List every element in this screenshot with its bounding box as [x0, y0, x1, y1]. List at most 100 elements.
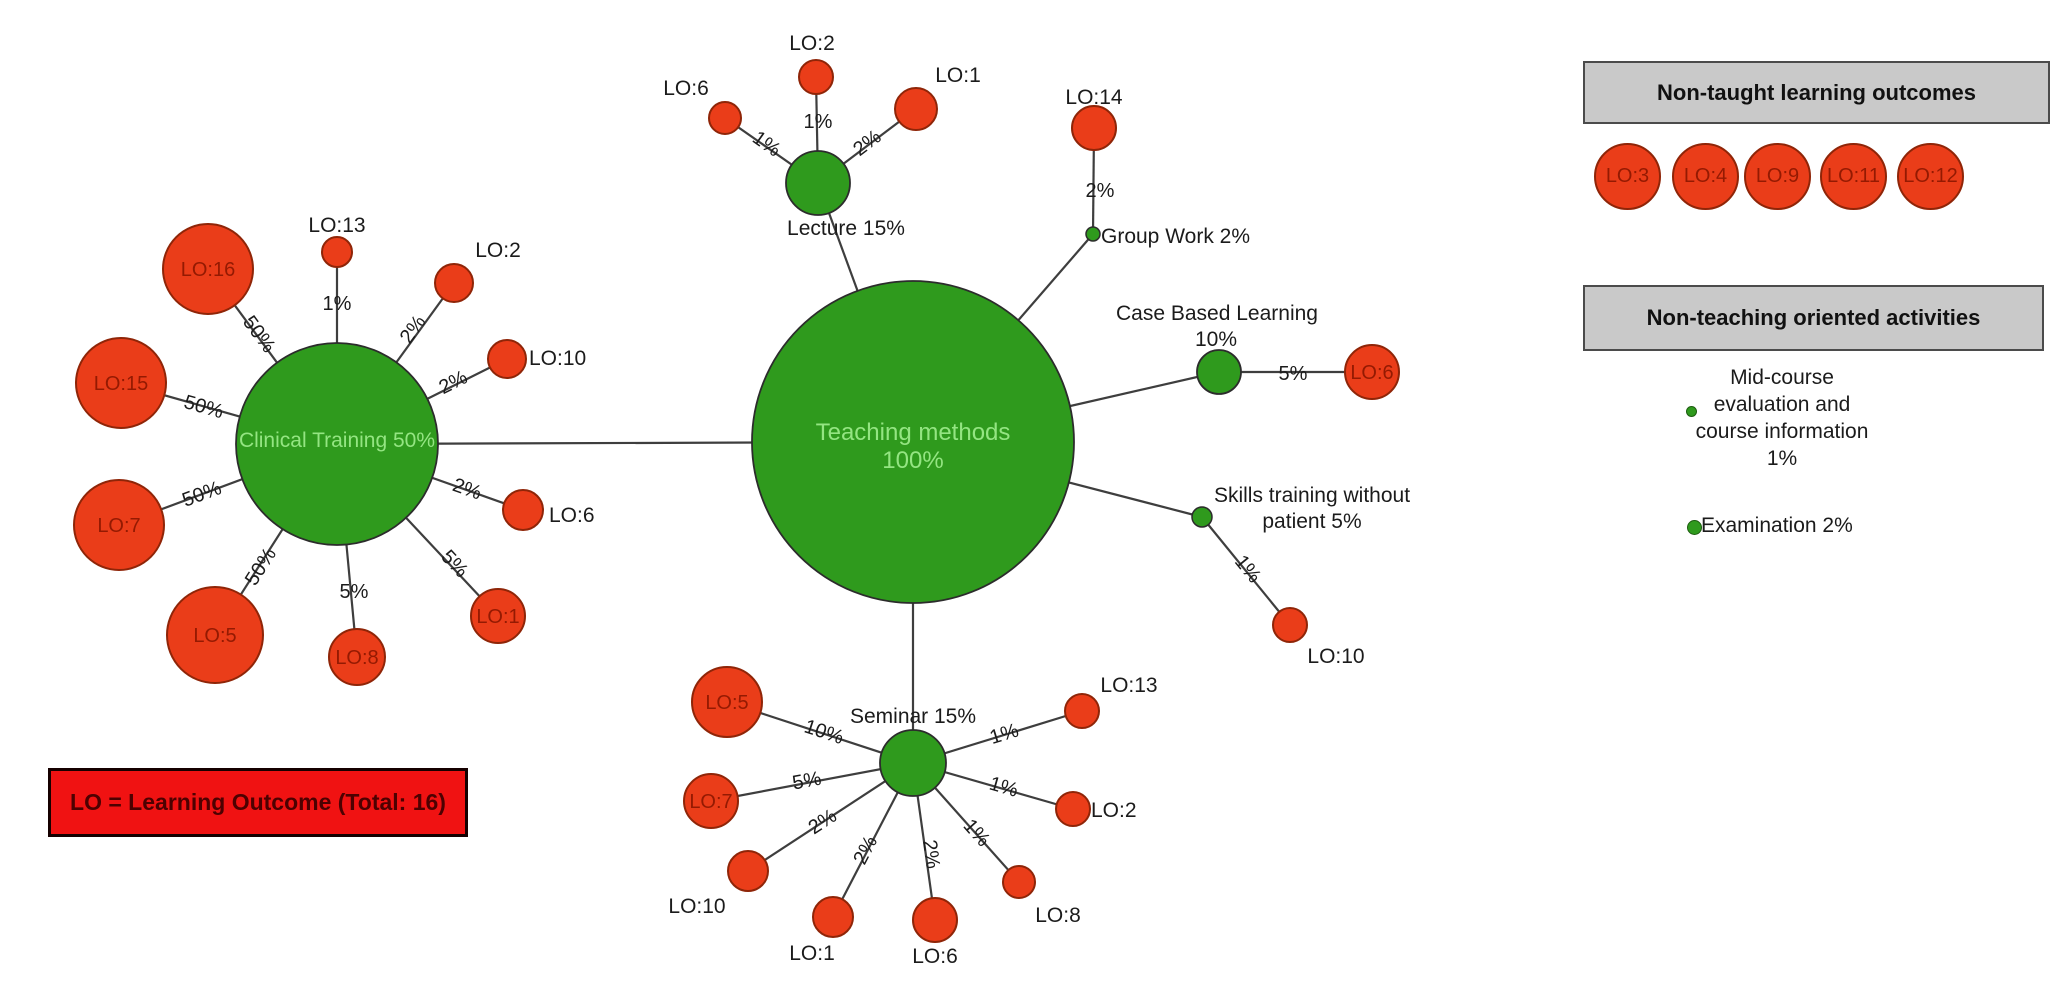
edge-label-lecture-lo2_lec: 1%: [804, 111, 833, 133]
skills-name-line2: patient 5%: [1262, 510, 1361, 533]
edge-label-clinical-lo6_cl: 2%: [450, 474, 485, 504]
node-lo15_cl: [75, 337, 167, 429]
edge-label-seminar-lo10_sem: 2%: [805, 805, 841, 839]
node-clinical: [235, 342, 439, 546]
node-label-teaching: Teaching methods: [816, 419, 1011, 446]
node-lo13_cl: [321, 236, 353, 268]
node-label-lo6_cbl: LO:6: [1350, 362, 1393, 384]
node-lo1_cl: [470, 588, 526, 644]
clinical-lo13-name: LO:13: [308, 214, 365, 237]
midcourse-node-dot: [1686, 406, 1697, 417]
node-lo5_cl: [166, 586, 264, 684]
node-lo7_sem: [683, 773, 739, 829]
edge-seminar-lo7_sem: [710, 761, 914, 803]
edge-label-seminar-lo13_sem: 1%: [987, 719, 1021, 749]
node-label-lo16_cl: LO:16: [181, 259, 235, 281]
legend-node-lo11-label: LO:11: [1827, 165, 1880, 187]
legend-node-lo9-label: LO:9: [1755, 165, 1800, 187]
node-lo8_cl: [328, 628, 386, 686]
node-lecture: [785, 150, 851, 216]
non-teaching-header: Non-teaching oriented activities: [1583, 285, 2044, 351]
node-lo2_lec: [798, 59, 834, 95]
node-label-lo1_cl: LO:1: [476, 606, 519, 628]
edge-label-clinical-lo8_cl: 5%: [340, 581, 369, 603]
legend-node-lo12: LO:12: [1897, 143, 1964, 210]
seminar-lo10-name: LO:10: [668, 895, 725, 918]
clinical-lo6-name: LO:6: [549, 504, 595, 527]
seminar-lo6-name: LO:6: [912, 945, 958, 968]
non-teaching-header-label: Non-teaching oriented activities: [1646, 305, 1981, 330]
lecture-lo2-name: LO:2: [789, 32, 835, 55]
midcourse-line-4: 1%: [1766, 447, 1798, 470]
edge-label-clinical-lo1_cl: 5%: [436, 546, 472, 582]
legend-node-lo9: LO:9: [1744, 143, 1811, 210]
seminar-lo2-name: LO:2: [1091, 799, 1137, 822]
seminar-name: Seminar 15%: [850, 705, 976, 728]
edge-label-groupwork-lo14: 2%: [1086, 180, 1115, 202]
node-lo1_lec: [894, 87, 938, 131]
legend-node-lo11: LO:11: [1820, 143, 1887, 210]
edge-label-seminar-lo5_sem: 10%: [801, 716, 846, 749]
clinical-lo2-name: LO:2: [475, 239, 521, 262]
node-lo10_cl: [487, 339, 527, 379]
node-lo7_cl: [73, 479, 165, 571]
skills-lo10-name: LO:10: [1307, 645, 1364, 668]
lecture-lo6-name: LO:6: [663, 77, 709, 100]
seminar-lo1-name: LO:1: [789, 942, 835, 965]
node-label-clinical: Clinical Training 50%: [239, 429, 435, 452]
examination-text: Examination 2%: [1701, 514, 1853, 537]
examination-node-dot: [1687, 520, 1702, 535]
node-lo16_cl: [162, 223, 254, 315]
node-lo6_cl: [502, 489, 544, 531]
node-lo10_sem: [727, 850, 769, 892]
midcourse-activity-label: Mid-course evaluation and course informa…: [1657, 364, 1907, 472]
node-lo8_sem: [1002, 865, 1036, 899]
edge-label-seminar-lo1_sem: 2%: [849, 832, 882, 868]
node-cbl: [1196, 349, 1242, 395]
seminar-lo13-name: LO:13: [1100, 674, 1157, 697]
node-label-lo7_sem: LO:7: [689, 791, 732, 813]
node-label-teaching: 100%: [882, 447, 943, 474]
node-lo14: [1071, 105, 1117, 151]
edge-label-seminar-lo7_sem: 5%: [791, 768, 824, 795]
legend-node-lo3-label: LO:3: [1605, 165, 1650, 187]
edge-label-clinical-lo13_cl: 1%: [323, 293, 352, 315]
edge-label-clinical-lo10_cl: 2%: [435, 366, 471, 399]
node-skills: [1191, 506, 1213, 528]
non-taught-header-label: Non-taught learning outcomes: [1657, 79, 1976, 105]
edge-skills-lo10_skills: [1201, 516, 1291, 626]
node-lo10_skills: [1272, 607, 1308, 643]
node-lo13_sem: [1064, 693, 1100, 729]
node-lo6_lec: [708, 101, 742, 135]
legend-node-lo4: LO:4: [1672, 143, 1739, 210]
edge-label-clinical-lo5_cl: 50%: [241, 544, 281, 590]
seminar-lo8-name: LO:8: [1035, 904, 1081, 927]
lo14-name: LO:14: [1065, 86, 1123, 109]
node-label-lo5_cl: LO:5: [193, 625, 236, 647]
edge-label-seminar-lo6_sem: 2%: [918, 838, 944, 870]
node-lo2_sem: [1055, 791, 1091, 827]
midcourse-line-2: evaluation and: [1713, 393, 1851, 416]
midcourse-line-1: Mid-course: [1730, 366, 1834, 389]
node-teaching: [751, 280, 1075, 604]
node-label-lo15_cl: LO:15: [94, 373, 148, 395]
node-lo2_cl: [434, 263, 474, 303]
edge-label-cbl-lo6_cbl: 5%: [1279, 363, 1308, 385]
legend-node-lo3: LO:3: [1594, 143, 1661, 210]
lecture-lo1-name: LO:1: [935, 64, 981, 87]
edge-label-clinical-lo2_cl: 2%: [396, 311, 431, 347]
non-taught-header: Non-taught learning outcomes: [1583, 61, 2050, 124]
lecture-name: Lecture 15%: [787, 217, 905, 240]
node-lo5_sem: [691, 666, 763, 738]
node-label-lo8_cl: LO:8: [335, 647, 378, 669]
legend-key-text: LO = Learning Outcome (Total: 16): [70, 789, 446, 815]
edge-label-clinical-lo15_cl: 50%: [181, 391, 226, 423]
node-lo6_cbl: [1344, 344, 1400, 400]
cbl-name-line1: Case Based Learning: [1116, 302, 1318, 325]
node-lo1_sem: [812, 896, 854, 938]
legend-node-lo12-label: LO:12: [1903, 165, 1958, 187]
skills-name-line1: Skills training without: [1214, 484, 1410, 507]
node-label-lo7_cl: LO:7: [97, 515, 140, 537]
